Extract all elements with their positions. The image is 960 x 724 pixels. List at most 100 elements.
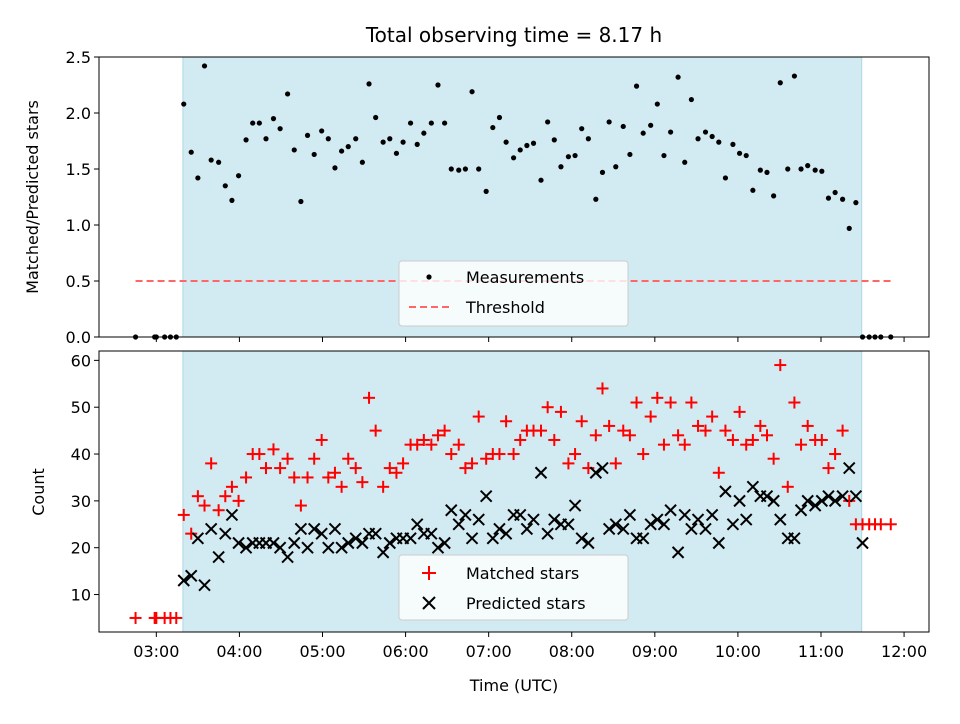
measurement-point (593, 196, 599, 202)
measurement-point (366, 81, 372, 87)
measurement-point (627, 151, 633, 158)
matched-star-point (259, 462, 272, 475)
measurement-point (805, 163, 811, 169)
measurement-point (668, 129, 674, 135)
matched-star-point (170, 611, 183, 624)
matched-star-points (129, 359, 897, 624)
top-axes-frame (98, 56, 930, 338)
measurement-point (777, 80, 783, 86)
bottom-axes-frame (98, 350, 930, 633)
matched-star-point (733, 405, 746, 418)
chart-title: Total observing time = 8.17 h (365, 23, 662, 47)
predicted-star-point (589, 466, 603, 479)
matched-star-point (267, 443, 280, 456)
predicted-star-point (671, 546, 685, 559)
matched-star-point (177, 508, 190, 521)
measurement-point (263, 136, 269, 142)
matched-star-point (445, 448, 458, 461)
matched-star-point (342, 452, 355, 465)
measurement-point (188, 149, 194, 155)
measurement-point (448, 166, 454, 172)
measurement-point (414, 141, 420, 147)
measurement-point (551, 137, 557, 143)
measurement-point (483, 188, 489, 194)
matched-star-point (322, 471, 335, 484)
predicted-star-point (575, 532, 588, 545)
matched-star-point (884, 518, 897, 531)
measurement-point (832, 189, 838, 196)
matched-star-point (712, 466, 725, 479)
measurement-point (208, 157, 214, 163)
predicted-star-point (486, 532, 500, 545)
matched-star-point (596, 382, 609, 395)
matched-star-point (657, 438, 670, 451)
matched-star-point (609, 457, 622, 470)
predicted-star-point (746, 480, 760, 494)
bottom-legend: Matched stars Predicted stars (398, 554, 629, 621)
predicted-star-point (307, 522, 321, 536)
matched-star-point (692, 419, 705, 432)
predicted-star-point (431, 541, 445, 554)
predicted-star-point (465, 532, 479, 545)
predicted-star-point (726, 518, 740, 531)
predicted-star-point (185, 569, 198, 583)
matched-star-point (740, 438, 753, 451)
bottom-y-tick-label: 10 (71, 586, 91, 605)
x-tick-label: 04:00 (216, 642, 262, 661)
predicted-star-point (712, 536, 726, 550)
measurement-point (517, 147, 523, 153)
measurement-point (393, 150, 400, 156)
predicted-star-point (609, 518, 622, 531)
measurement-point (496, 114, 503, 121)
predicted-star-point (644, 518, 657, 531)
bottom-y-ticks: 10 20 30 40 50 60 (71, 351, 99, 605)
matched-star-point (390, 466, 403, 479)
predicted-star-point (267, 536, 280, 550)
measurement-point (229, 197, 235, 203)
matched-star-point (699, 424, 712, 437)
predicted-star-point (425, 527, 438, 540)
predicted-star-point (177, 574, 190, 587)
predicted-star-point (582, 536, 595, 550)
matched-star-point (356, 476, 369, 489)
x-tick-label: 10:00 (715, 642, 761, 661)
predicted-star-point (548, 513, 561, 526)
predicted-star-point (760, 489, 774, 503)
matched-star-point (431, 429, 444, 442)
predicted-star-point (315, 527, 328, 540)
predicted-star-point (219, 527, 232, 540)
measurement-point (791, 73, 798, 79)
matched-star-point (411, 438, 424, 451)
predicted-star-point (349, 532, 362, 545)
predicted-star-point (691, 513, 705, 526)
predicted-star-point (301, 541, 314, 554)
measurement-point (654, 101, 660, 107)
measurement-point (757, 167, 763, 173)
measurement-point (579, 126, 585, 132)
measurement-point (620, 123, 626, 130)
measurement-point (661, 152, 667, 159)
predicted-star-point (225, 508, 239, 522)
legend-threshold-label: Threshold (465, 298, 545, 317)
matched-star-point (795, 438, 808, 451)
measurement-point (195, 175, 201, 181)
predicted-star-point (452, 518, 465, 531)
bottom-legend-box (398, 554, 629, 621)
matched-star-point (198, 499, 211, 512)
predicted-star-point (596, 461, 609, 475)
measurement-point (764, 169, 770, 175)
matched-star-point (760, 429, 773, 442)
predicted-star-point (342, 536, 355, 550)
measurement-point (846, 225, 852, 231)
measurement-point (736, 150, 743, 156)
predicted-star-point (636, 532, 650, 545)
top-legend-box (398, 260, 629, 327)
bottom-y-tick-label: 60 (71, 351, 91, 370)
measurement-point (688, 96, 694, 103)
top-y-tick-label: 1.0 (66, 216, 91, 235)
x-tick-label: 07:00 (466, 642, 512, 661)
measurement-point (319, 128, 325, 134)
matched-star-point (548, 433, 561, 446)
measurement-point (353, 136, 359, 142)
matched-star-point (240, 471, 253, 484)
